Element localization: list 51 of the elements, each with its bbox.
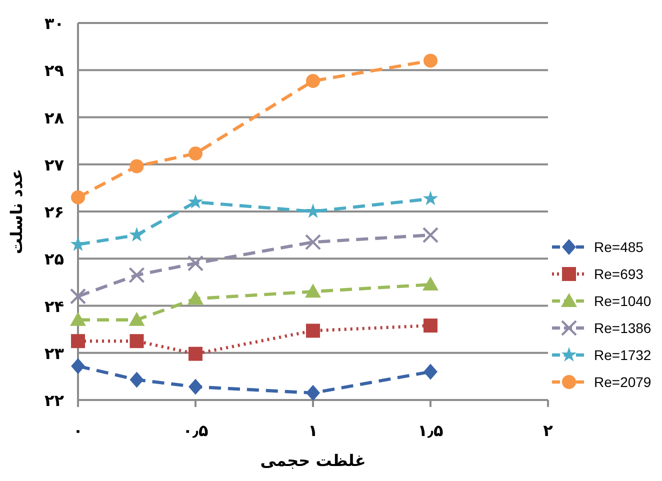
point [304,234,322,250]
y-tick-label: ۲۸ [44,108,64,128]
point [306,74,320,88]
point [306,384,320,401]
point [71,190,85,204]
y-axis-title: عدد ناسلت [7,168,26,254]
point [188,346,202,361]
point [422,190,438,206]
point [128,267,145,284]
point [128,312,145,326]
x-tick-label: ۰ [73,421,83,440]
point [71,334,85,348]
point [424,364,438,380]
point [188,146,202,161]
point [306,324,320,338]
y-tick-label: ۲۲ [44,391,64,410]
point [424,318,438,333]
legend-label: Re=1040 [594,293,652,309]
point [130,334,144,348]
point [188,290,204,305]
y-tick-label: ۲۷ [44,155,64,174]
y-tick-label: ۲۴ [44,296,64,316]
legend-label: Re=1732 [594,347,652,363]
y-tick-label: ۳۰ [44,14,64,33]
point [187,255,204,272]
point [188,378,202,395]
x-tick-label: ۰٫۵ [182,421,208,440]
point [129,227,144,242]
x-axis-title: غلظت حجمی [260,451,366,470]
point [71,358,85,374]
point [70,288,86,304]
x-tick-label: ۱٫۵ [418,421,444,440]
legend-label: Re=485 [594,239,644,255]
point [130,372,144,388]
x-tick-label: ۱ [308,421,318,440]
point [188,194,204,209]
y-tick-label: ۲۶ [44,202,64,222]
legend-label: Re=693 [594,266,644,282]
point [305,284,321,298]
point [70,312,86,326]
point [422,226,439,244]
y-tick-label: ۲۳ [44,344,64,363]
y-tick-label: ۲۹ [44,61,64,80]
x-tick-label: ۲ [543,421,554,440]
legend-label: Re=2079 [594,374,652,390]
point [305,204,321,218]
point [422,276,438,291]
point [424,54,438,68]
point [130,159,144,174]
y-tick-label: ۲۵ [44,250,64,269]
legend-label: Re=1386 [594,320,652,336]
